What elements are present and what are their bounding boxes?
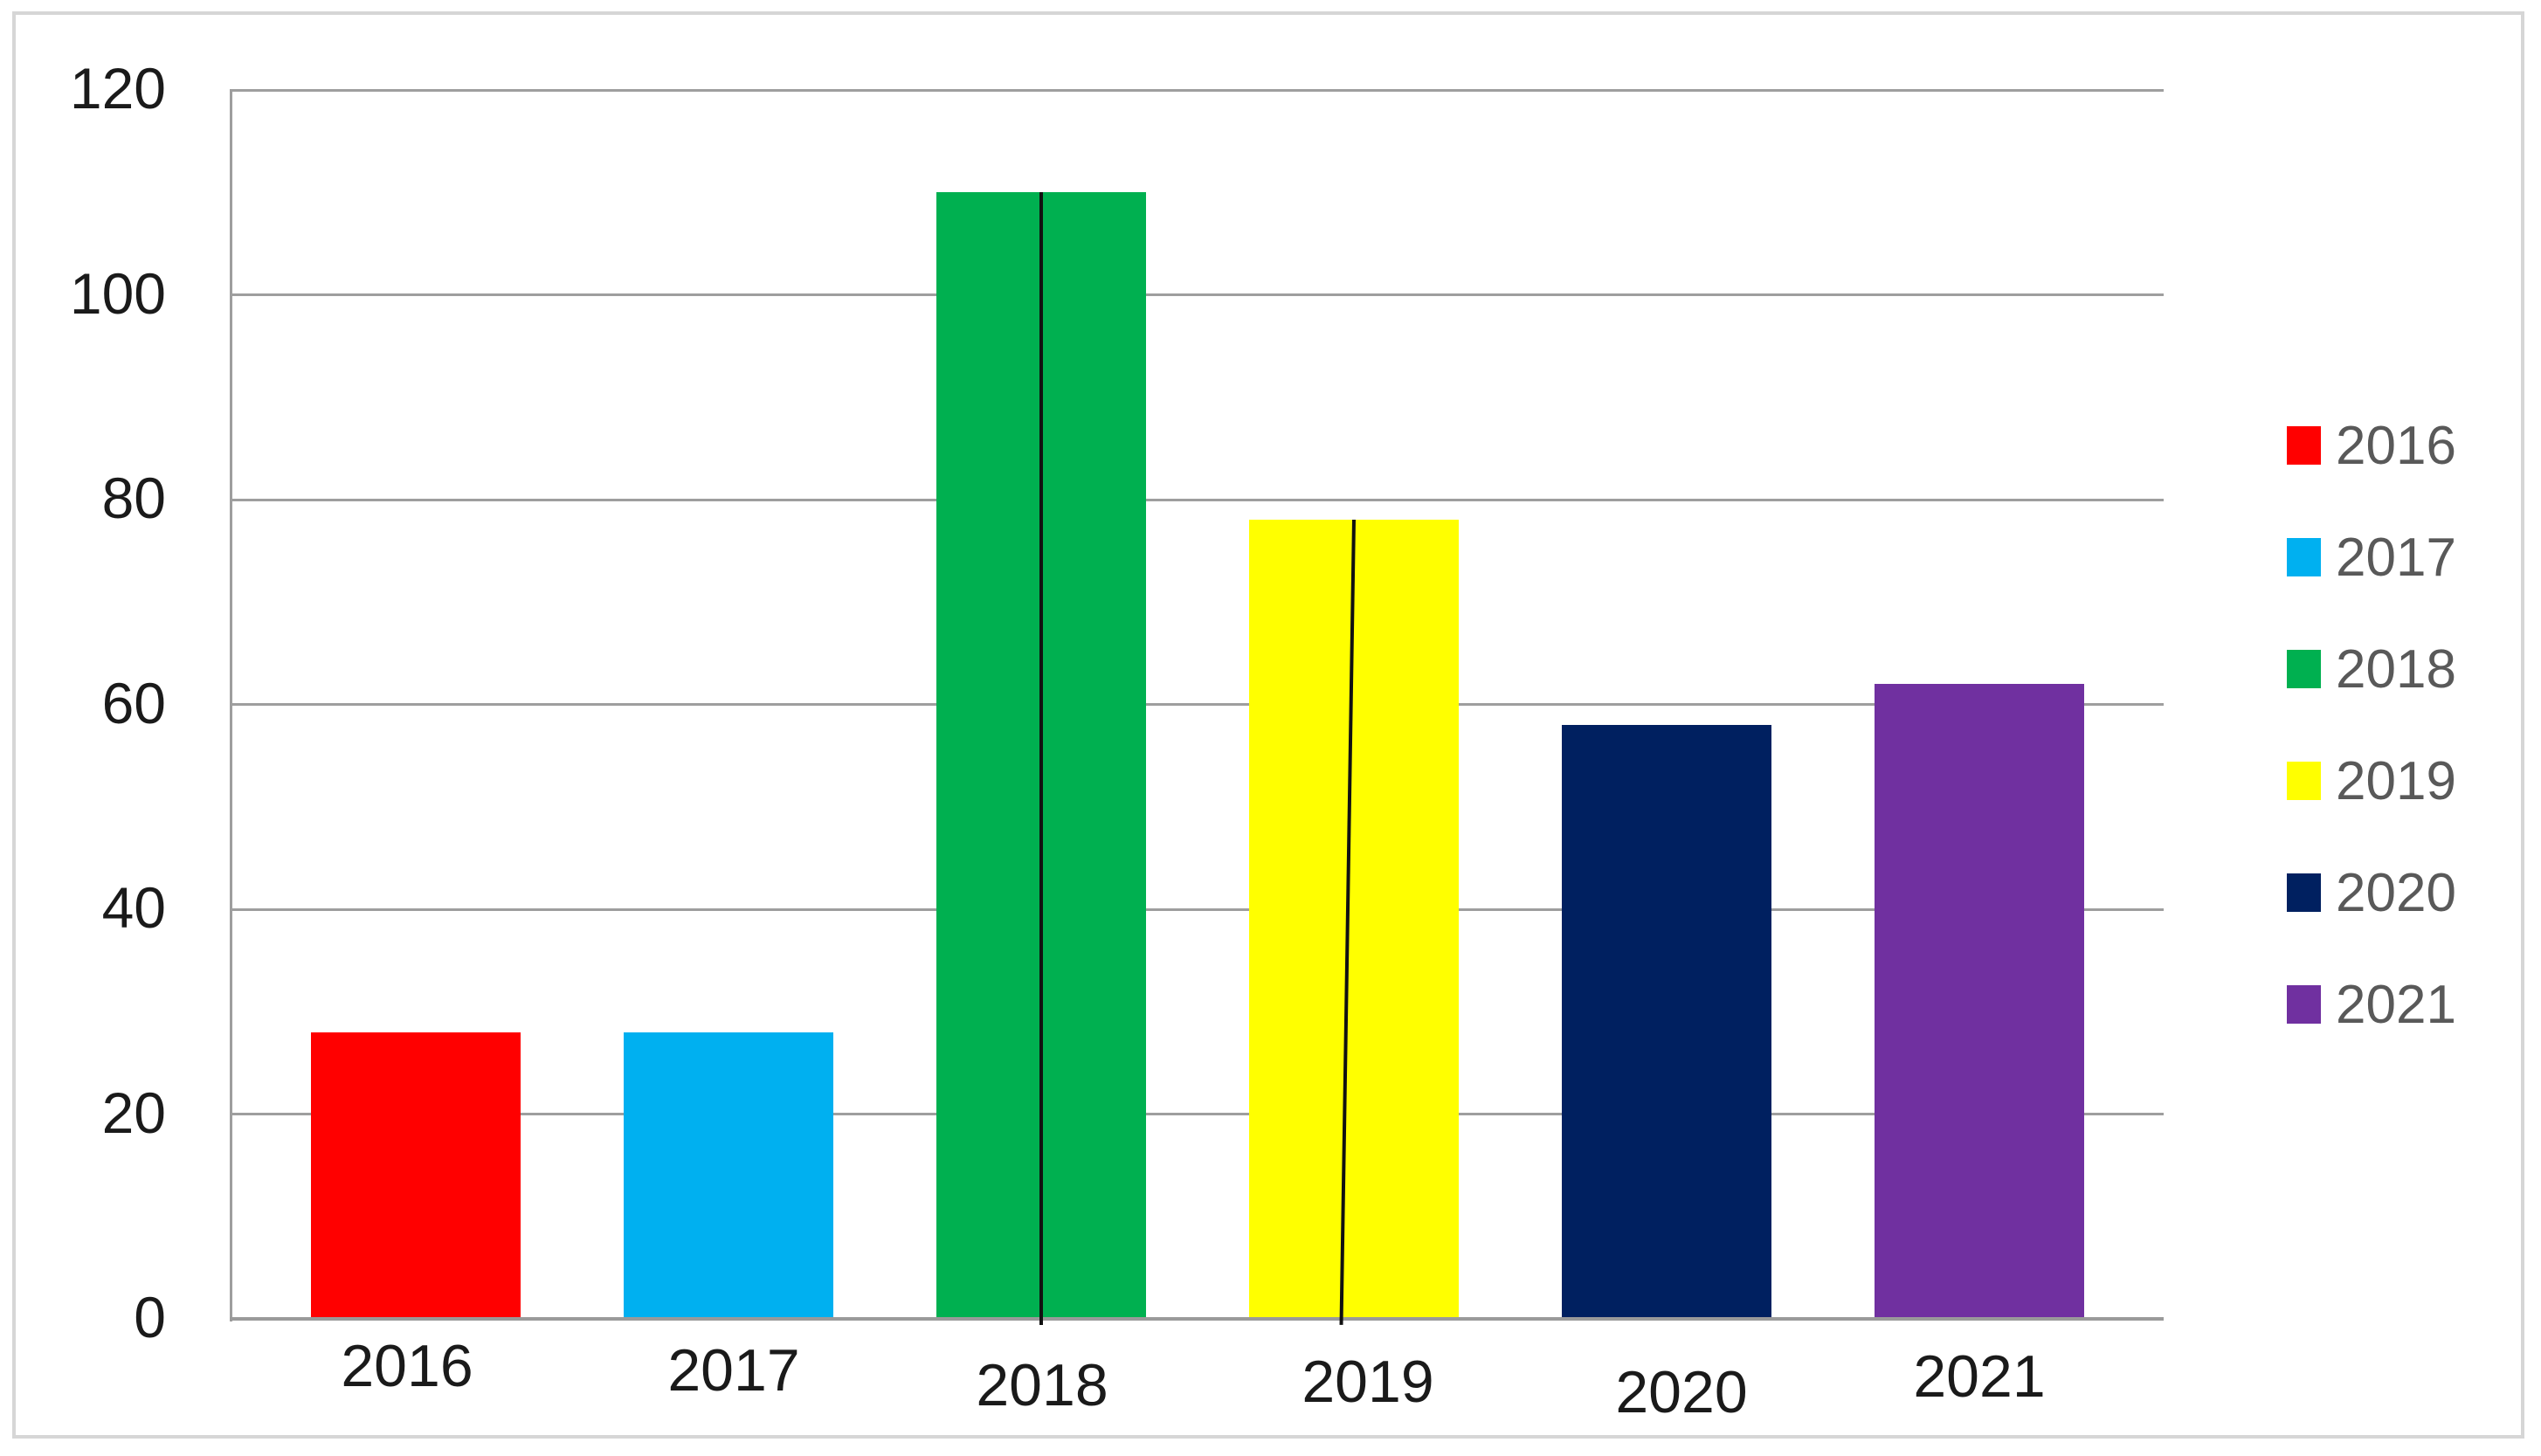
x-label-2020: 2020	[1615, 1359, 1748, 1425]
gridline-80	[230, 498, 2164, 501]
y-tick-80: 80	[101, 466, 166, 530]
x-label-2018: 2018	[976, 1352, 1108, 1418]
legend-swatch-2020	[2287, 873, 2321, 912]
bar-2017	[624, 1032, 833, 1319]
x-label-2019: 2019	[1302, 1349, 1434, 1415]
legend-label-2021: 2021	[2336, 974, 2456, 1035]
legend-entry-2019: 2019	[2287, 751, 2456, 811]
bar-2020	[1562, 724, 1771, 1319]
x-label-2021: 2021	[1913, 1343, 2046, 1410]
bar-2021	[1875, 684, 2084, 1319]
legend-label-2020: 2020	[2336, 862, 2456, 923]
y-tick-100: 100	[69, 260, 166, 326]
legend-entry-2018: 2018	[2287, 639, 2456, 700]
legend-swatch-2016	[2287, 426, 2321, 465]
legend-swatch-2021	[2287, 985, 2321, 1024]
x-label-2017: 2017	[667, 1337, 800, 1404]
legend-swatch-2019	[2287, 762, 2321, 800]
gridline-40	[230, 907, 2164, 911]
legend-label-2017: 2017	[2336, 527, 2456, 588]
x-axis-baseline	[230, 1317, 2164, 1321]
gridline-100	[230, 293, 2164, 296]
y-tick-120: 120	[69, 56, 166, 121]
legend-entry-2016: 2016	[2287, 416, 2456, 476]
gridline-20	[230, 1113, 2164, 1115]
y-tick-40: 40	[101, 875, 166, 940]
y-tick-20: 20	[101, 1080, 166, 1145]
y-tick-0: 0	[134, 1285, 166, 1349]
legend-swatch-2017	[2287, 538, 2321, 576]
legend-label-2019: 2019	[2336, 750, 2456, 811]
bar-2019	[1249, 520, 1459, 1319]
y-tick-60: 60	[101, 670, 166, 735]
x-label-2016: 2016	[341, 1333, 473, 1399]
annotation-line-2018	[1039, 192, 1043, 1325]
legend-entry-2017: 2017	[2287, 528, 2456, 588]
legend-label-2018: 2018	[2336, 638, 2456, 700]
gridline-60	[230, 703, 2164, 706]
legend-label-2016: 2016	[2336, 415, 2456, 476]
legend-entry-2021: 2021	[2287, 975, 2456, 1035]
bar-2016	[311, 1032, 521, 1319]
gridline-120	[230, 88, 2164, 92]
y-axis-line	[230, 90, 232, 1321]
legend-entry-2020: 2020	[2287, 863, 2456, 923]
legend-swatch-2018	[2287, 650, 2321, 688]
